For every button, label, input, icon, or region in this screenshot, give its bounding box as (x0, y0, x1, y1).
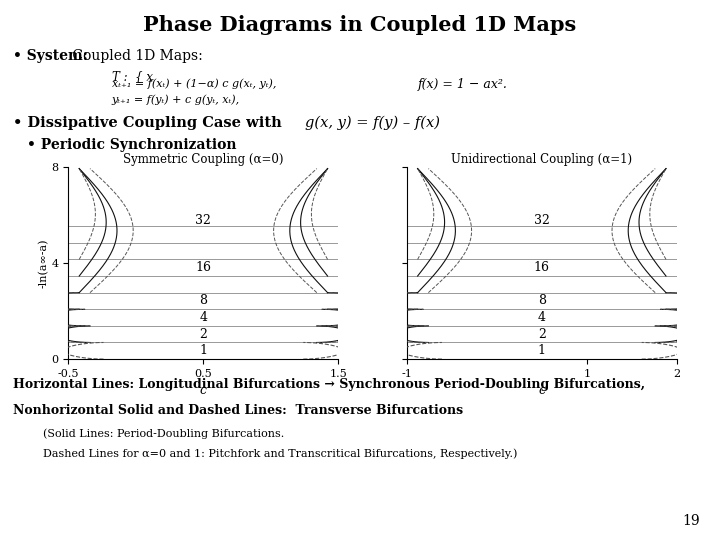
Text: 19: 19 (683, 514, 700, 528)
Text: 32: 32 (195, 214, 212, 227)
Text: T :  { x: T : { x (112, 70, 153, 83)
Text: 2: 2 (538, 328, 546, 341)
Text: Dashed Lines for α=0 and 1: Pitchfork and Transcritical Bifurcations, Respective: Dashed Lines for α=0 and 1: Pitchfork an… (43, 448, 518, 459)
Text: Horizontal Lines: Longitudinal Bifurcations → Synchronous Period-Doubling Bifurc: Horizontal Lines: Longitudinal Bifurcati… (13, 378, 645, 391)
Text: yₜ₊₁ = f(yₜ) + c g(yₜ, xₜ),: yₜ₊₁ = f(yₜ) + c g(yₜ, xₜ), (112, 94, 240, 105)
Text: 32: 32 (534, 214, 550, 227)
Y-axis label: -ln(a∞-a): -ln(a∞-a) (38, 239, 49, 288)
Text: 16: 16 (195, 261, 212, 274)
Text: 8: 8 (199, 294, 207, 307)
Text: (Solid Lines: Period-Doubling Bifurcations.: (Solid Lines: Period-Doubling Bifurcatio… (43, 428, 284, 439)
Title: Unidirectional Coupling (α=1): Unidirectional Coupling (α=1) (451, 153, 632, 166)
Text: 1: 1 (538, 344, 546, 357)
Text: g(x, y) = f(y) – f(x): g(x, y) = f(y) – f(x) (305, 116, 440, 131)
Text: • Dissipative Coupling Case with: • Dissipative Coupling Case with (13, 116, 287, 130)
X-axis label: c: c (200, 384, 207, 397)
Text: Coupled 1D Maps:: Coupled 1D Maps: (68, 49, 203, 63)
Text: Phase Diagrams in Coupled 1D Maps: Phase Diagrams in Coupled 1D Maps (143, 15, 577, 35)
Text: f(x) = 1 − ax².: f(x) = 1 − ax². (418, 78, 508, 91)
Title: Symmetric Coupling (α=0): Symmetric Coupling (α=0) (123, 153, 284, 166)
Text: 4: 4 (538, 311, 546, 324)
Text: 2: 2 (199, 328, 207, 341)
Text: 4: 4 (199, 311, 207, 324)
Text: Nonhorizontal Solid and Dashed Lines:  Transverse Bifurcations: Nonhorizontal Solid and Dashed Lines: Tr… (13, 404, 463, 417)
Text: 8: 8 (538, 294, 546, 307)
Text: 16: 16 (534, 261, 550, 274)
X-axis label: c: c (539, 384, 545, 397)
Text: • Periodic Synchronization: • Periodic Synchronization (27, 138, 237, 152)
Text: • System:: • System: (13, 49, 88, 63)
Text: 1: 1 (199, 344, 207, 357)
Text: xₜ₊₁ = f(xₜ) + (1−α) c g(xₜ, yₜ),: xₜ₊₁ = f(xₜ) + (1−α) c g(xₜ, yₜ), (112, 78, 276, 89)
